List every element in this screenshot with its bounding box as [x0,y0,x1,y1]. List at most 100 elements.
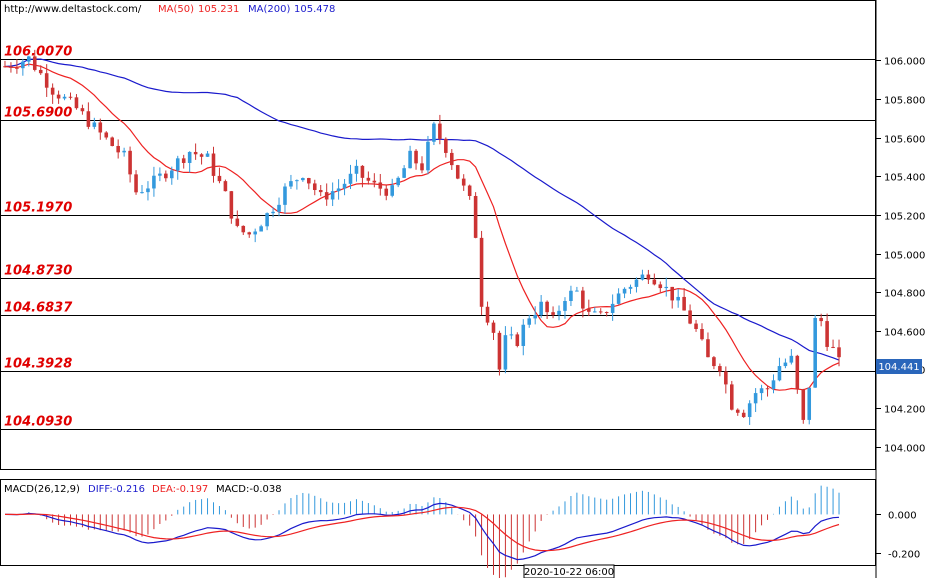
candle [98,118,103,140]
date-label-box [523,564,615,578]
candle [759,384,764,401]
candle [253,228,257,243]
candle [813,314,817,388]
candle [592,307,597,313]
candle-body [438,123,442,139]
candle-body [146,188,150,193]
candle [658,281,663,293]
candle [32,49,37,72]
candle-body [658,284,663,289]
candle-body [628,286,633,289]
candle [825,313,829,351]
site-url[interactable]: http://www.deltastock.com/ [4,4,142,15]
candle [527,314,532,328]
candle [295,179,299,190]
candle [670,286,674,309]
ma50-value: 105.231 [198,4,239,15]
price-tick-label-6: 104.800 [884,289,925,300]
candle-body [86,111,91,127]
candle [444,137,448,158]
candle-body [330,191,335,200]
candle-body [211,153,216,176]
candle [390,178,394,198]
candle [193,143,198,160]
candle [682,288,686,311]
candle [259,224,263,232]
candle-body [152,175,156,189]
level-label-5: 104.3928 [4,357,72,372]
candle-body [622,288,627,294]
candle-body [307,178,311,184]
candle [831,339,835,349]
candle [56,90,61,104]
candle-body [646,274,651,280]
candle-body [378,182,383,189]
candle-body [450,152,454,166]
candle [86,102,91,130]
candle [134,170,138,195]
candle [521,319,526,356]
candle [74,94,79,110]
candle-body [724,371,728,385]
macd-dea-value: DEA:-0.197 [152,484,208,495]
support-resistance-levels: 106.0070 105.6900 105.1970 104.8730 104.6837… [1,45,875,430]
candle [545,300,549,319]
price-tick-label-2: 105.600 [884,135,925,146]
candle [712,356,716,370]
candle [354,159,359,182]
candle-body [563,301,567,311]
candle [92,117,97,130]
candle-body [587,308,591,312]
candle-body [253,231,257,235]
candle-body [199,154,204,157]
price-axis: 106.000 105.800 105.600 105.400 105.200 105.0… [876,57,925,455]
candle [378,173,383,196]
level-label-2: 105.1970 [4,201,72,216]
candle [616,288,621,305]
candle [396,176,400,188]
candle [152,166,156,197]
candle [187,151,192,173]
candle-body [694,323,698,329]
candle [307,177,311,190]
candle-body [700,328,704,340]
candle-body [581,290,585,309]
candle-body [420,163,424,171]
candle [700,323,704,341]
price-tick-label-9: 104.200 [884,405,925,416]
candle-body [604,312,609,314]
candle [104,131,109,140]
candle [128,146,132,183]
candle [247,231,252,238]
candle [265,212,269,231]
ma200-value: 105.478 [294,4,335,15]
candle [479,230,484,316]
candle-body [485,306,490,323]
candle-body [789,355,794,363]
level-label-4: 104.6837 [4,301,73,316]
candle-body [503,335,508,370]
candle-body [223,181,228,192]
candle-body [414,150,418,164]
candle [44,64,49,97]
candle-body [56,94,61,99]
candle-body [747,403,752,418]
candle [646,269,651,285]
candle-body [735,409,740,413]
candle [730,380,734,411]
candle-body [158,173,162,176]
candle-body [116,145,120,153]
macd-diff-line [4,502,840,561]
candle [348,164,353,190]
candle [515,332,520,348]
candle-body [730,384,734,410]
candle-body [759,388,764,394]
candle [68,92,73,100]
candle-body [68,96,73,98]
candle [455,164,460,180]
candle [283,183,287,214]
candle [581,286,585,318]
candle-body [396,177,400,186]
candle-body [771,380,776,390]
level-label-1: 105.6900 [4,106,72,121]
